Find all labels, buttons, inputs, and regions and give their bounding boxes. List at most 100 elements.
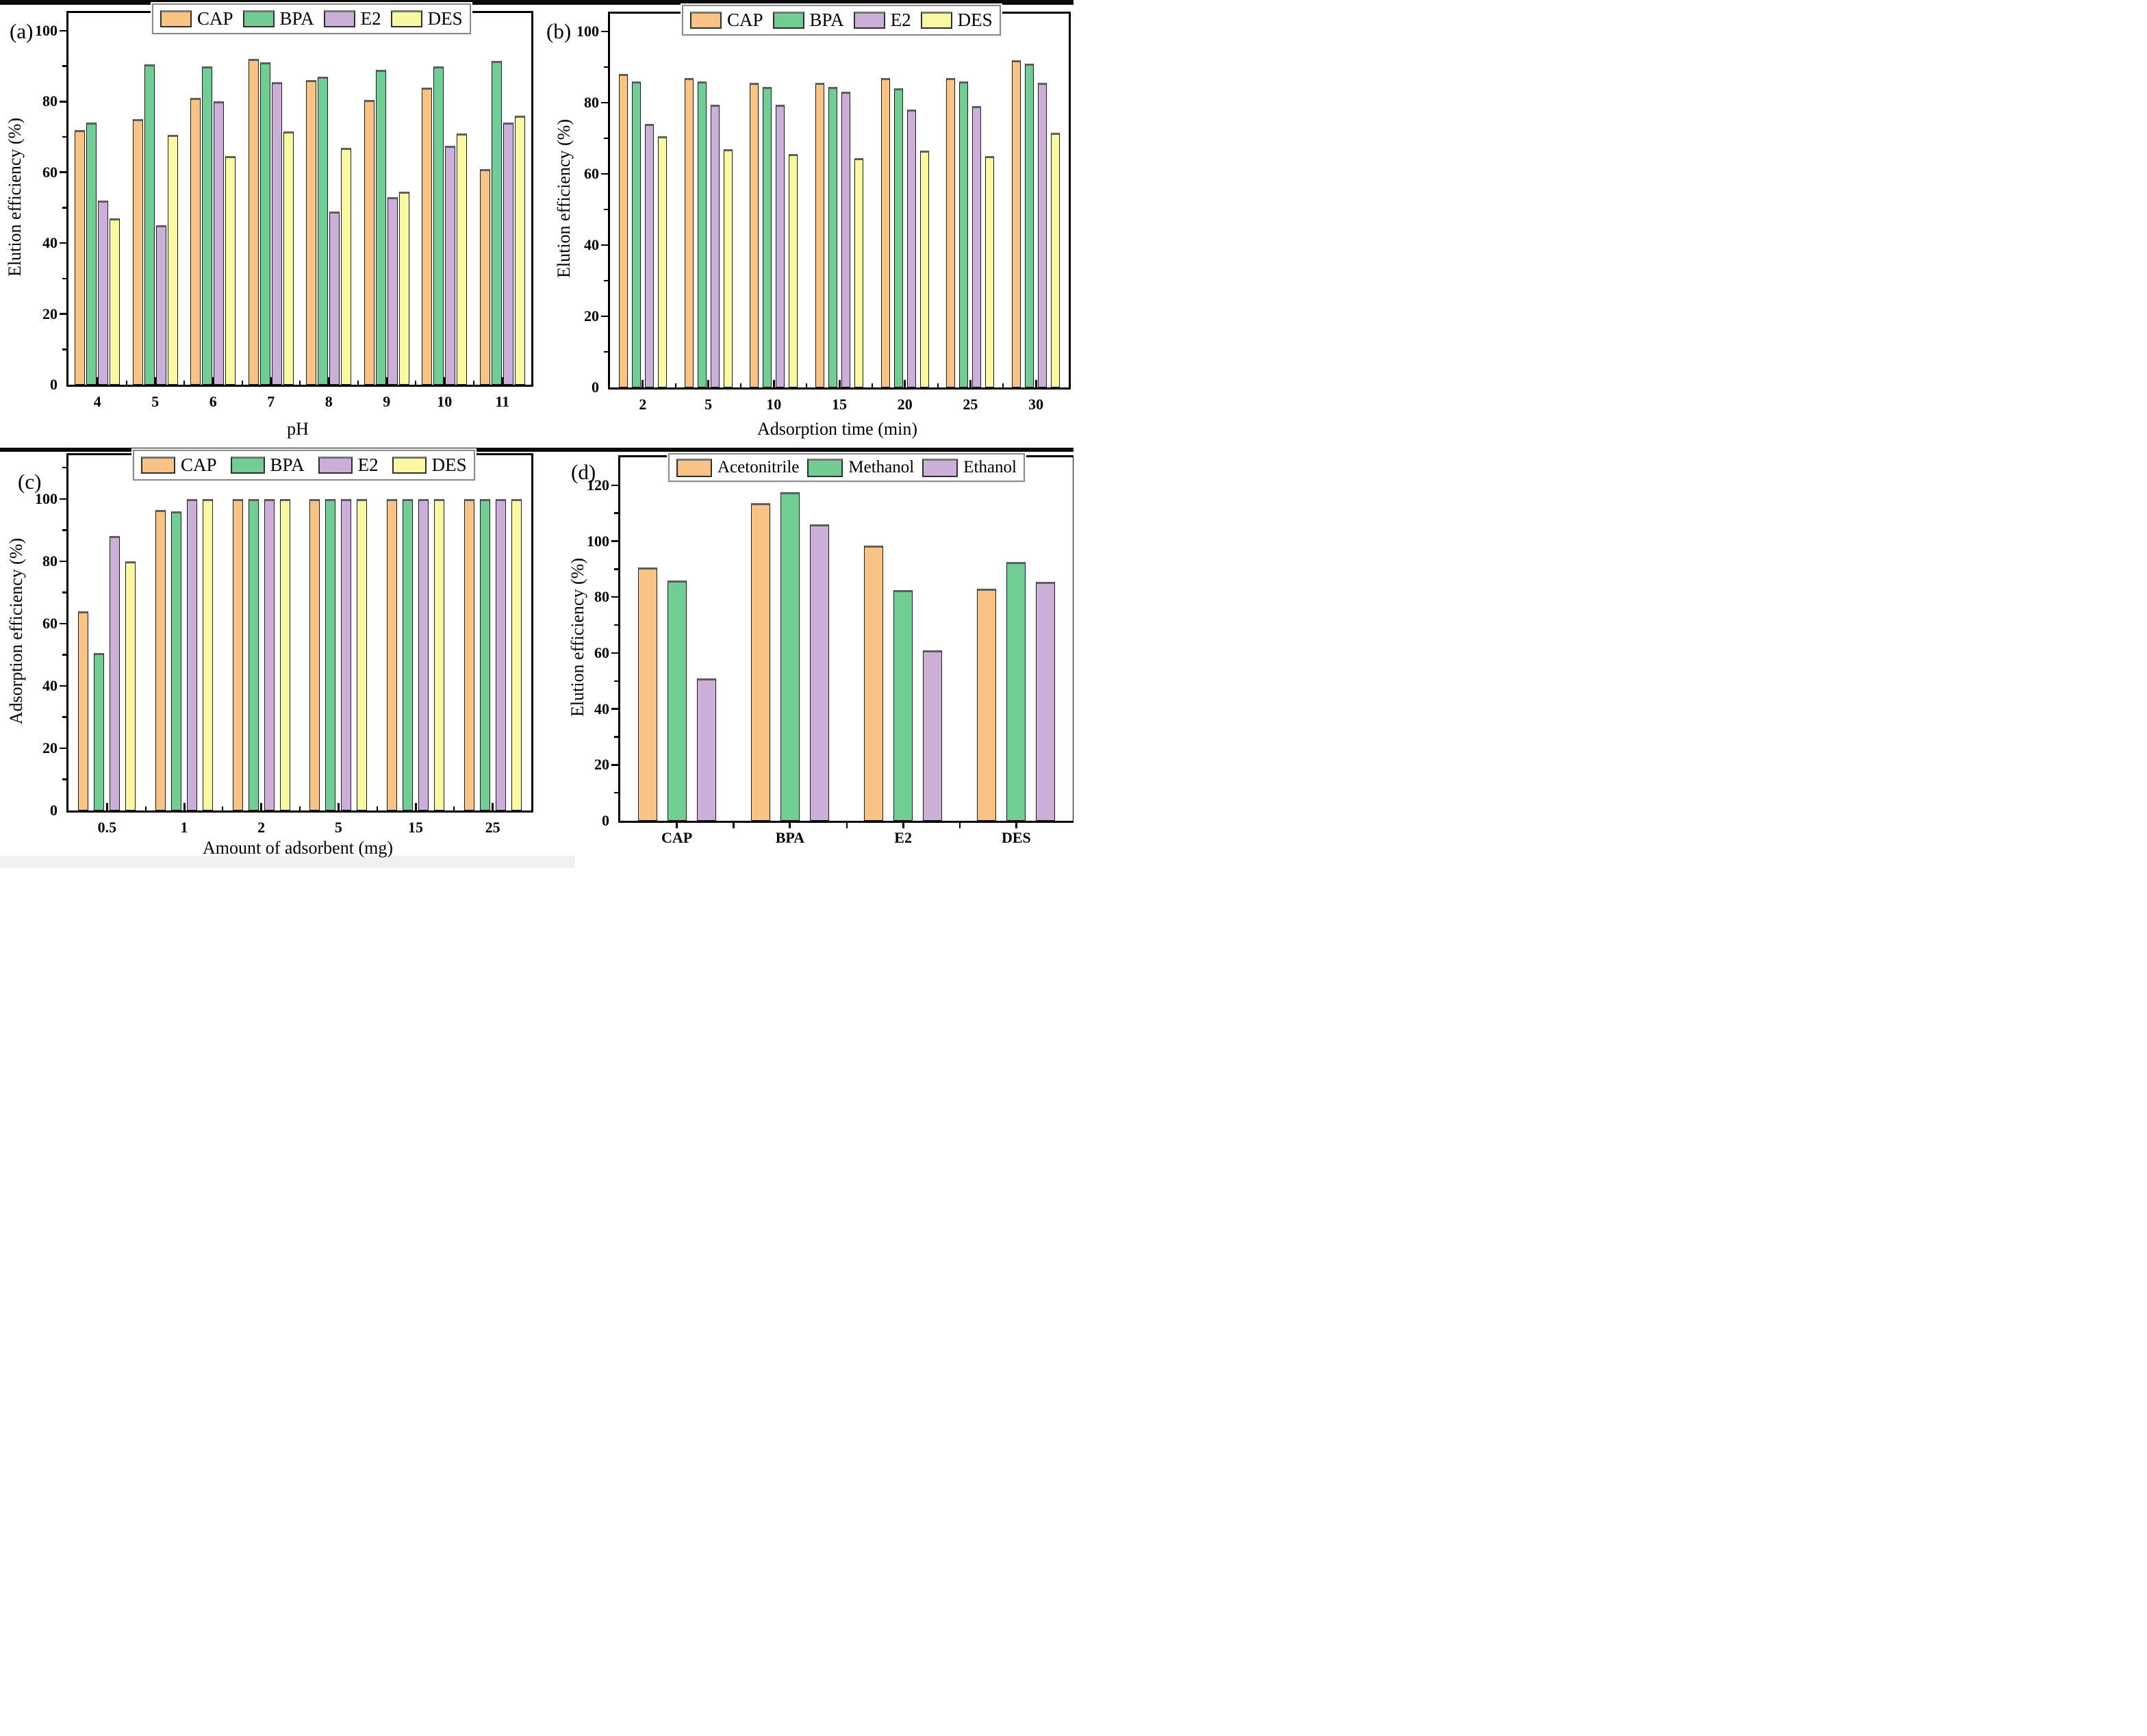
- bar-methanol-des: [1006, 562, 1026, 821]
- y-tick-label: 0: [50, 802, 58, 819]
- y-axis-major-tick: [601, 244, 608, 246]
- y-tick-label: 40: [584, 236, 599, 253]
- x-tick-label: 25: [485, 819, 500, 836]
- x-axis-major-tick: [676, 823, 678, 828]
- x-axis-major-tick: [641, 380, 644, 387]
- legend-item-des: DES: [390, 8, 463, 29]
- bar-ethanol-des: [1036, 581, 1056, 821]
- y-axis-minor-tick: [604, 66, 608, 68]
- legend-label-acetonitrile: Acetonitrile: [717, 458, 800, 476]
- legend-label-e2: E2: [360, 8, 381, 29]
- x-axis-minor-tick: [299, 806, 301, 810]
- bar-e2-2: [264, 498, 275, 810]
- x-tick-label: 0.5: [97, 819, 117, 836]
- bar-cap-15: [387, 498, 397, 810]
- bar-e2-10: [776, 104, 785, 387]
- y-tick-label: 80: [42, 92, 58, 110]
- legend-swatch-cap: [690, 12, 722, 29]
- panel-c-y-axis-label-text: Adsorption efficiency (%): [6, 537, 26, 724]
- bar-des-5: [723, 149, 733, 387]
- bar-bpa-2: [631, 81, 641, 387]
- bar-cap-8: [306, 80, 317, 385]
- bar-bpa-5: [325, 498, 336, 810]
- bar-bpa-15: [828, 86, 837, 387]
- bar-e2-30: [1038, 83, 1047, 387]
- x-tick-label: BPA: [775, 829, 805, 846]
- x-tick-label: E2: [894, 829, 912, 846]
- x-axis-minor-tick: [144, 806, 147, 810]
- y-axis-major-tick: [601, 173, 608, 175]
- bar-cap-25: [946, 77, 956, 387]
- y-tick-label: 40: [42, 676, 58, 694]
- y-axis-major-tick: [611, 540, 618, 542]
- y-axis-major-tick: [611, 484, 618, 487]
- y-tick-label: 60: [584, 165, 599, 182]
- x-tick-label: 15: [832, 396, 847, 413]
- bar-bpa-5: [697, 81, 707, 387]
- y-tick-label: 80: [594, 588, 609, 606]
- y-axis-major-tick: [611, 764, 618, 766]
- legend-label-des: DES: [427, 8, 463, 29]
- bar-bpa-20: [893, 88, 903, 387]
- bar-cap-9: [364, 99, 374, 385]
- y-tick-label: 80: [584, 94, 599, 111]
- x-axis-major-tick: [501, 377, 504, 385]
- panel-d-label: (d): [571, 460, 596, 484]
- bar-des-11: [514, 115, 525, 385]
- bar-methanol-cap: [667, 580, 687, 821]
- y-axis-minor-tick: [614, 624, 618, 626]
- bar-e2-10: [445, 145, 456, 385]
- x-tick-label: 4: [93, 393, 101, 410]
- bar-des-15: [434, 498, 444, 810]
- x-axis-major-tick: [414, 803, 417, 810]
- bar-e2-20: [906, 110, 916, 387]
- bar-des-30: [1051, 133, 1060, 387]
- legend-item-methanol: Methanol: [807, 458, 914, 477]
- y-axis-major-tick: [611, 708, 618, 710]
- y-axis-minor-tick: [614, 791, 618, 794]
- x-tick-label: 2: [639, 396, 647, 413]
- x-axis-minor-tick: [806, 383, 808, 387]
- legend-label-des: DES: [957, 10, 993, 30]
- y-axis-major-tick: [60, 685, 66, 687]
- legend-swatch-ethanol: [922, 458, 958, 477]
- legend-swatch-e2: [853, 12, 885, 29]
- bar-e2-0.5: [110, 536, 120, 810]
- top-border-band: [0, 0, 1074, 5]
- y-axis-minor-tick: [604, 137, 608, 140]
- bar-acetonitrile-e2: [864, 545, 884, 821]
- legend-swatch-des: [392, 457, 427, 474]
- y-axis-major-tick: [60, 101, 66, 103]
- legend-item-e2: E2: [323, 8, 381, 29]
- x-axis-major-tick: [1015, 823, 1017, 828]
- bar-ethanol-cap: [696, 678, 716, 821]
- x-axis-minor-tick: [871, 383, 873, 387]
- bar-e2-5: [155, 225, 166, 385]
- bar-des-6: [225, 156, 236, 385]
- legend-d: Acetonitrile Methanol Ethanol: [667, 452, 1026, 483]
- legend-item-des: DES: [392, 455, 467, 476]
- x-axis-minor-tick: [222, 806, 224, 810]
- bar-ethanol-bpa: [809, 524, 829, 821]
- x-tick-label: 30: [1028, 396, 1044, 413]
- x-axis-minor-tick: [674, 383, 676, 387]
- legend-item-des: DES: [920, 10, 993, 31]
- bar-e2-6: [214, 101, 225, 385]
- bar-e2-25: [495, 498, 506, 810]
- x-tick-label: DES: [1001, 829, 1031, 846]
- legend-item-e2: E2: [318, 455, 379, 476]
- panel-a-label: (a): [10, 19, 34, 43]
- y-axis-minor-tick: [62, 65, 66, 67]
- legend-item-e2: E2: [853, 10, 911, 31]
- x-axis-minor-tick: [733, 823, 735, 828]
- y-tick-label: 60: [42, 163, 58, 181]
- y-axis-major-tick: [60, 313, 66, 315]
- bar-des-7: [283, 131, 294, 385]
- bar-methanol-e2: [893, 590, 913, 821]
- legend-a: CAP BPA E2 DES: [151, 2, 472, 36]
- bar-cap-5: [132, 119, 143, 385]
- bar-bpa-30: [1025, 63, 1034, 387]
- x-tick-label: 5: [704, 396, 713, 413]
- bottom-scan-strip: [0, 856, 575, 868]
- y-tick-label: 100: [35, 21, 58, 39]
